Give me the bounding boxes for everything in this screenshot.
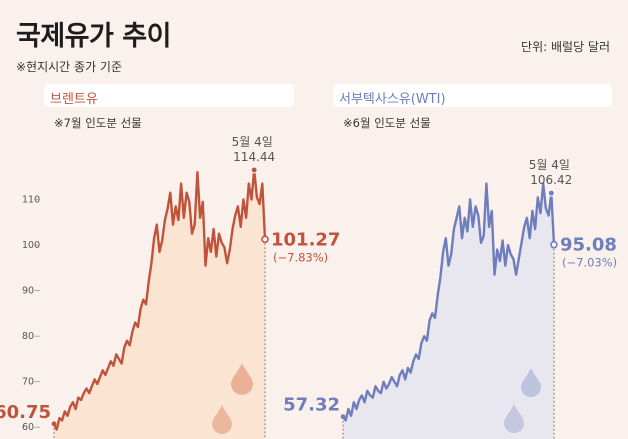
wti-series-header: 서부텍사스유(WTI) — [333, 84, 612, 107]
y-tick-label: 110 — [22, 195, 40, 206]
y-tick-label: 90 — [22, 286, 34, 297]
brent-area — [54, 169, 265, 439]
wti-change-label: (−7.03%) — [562, 256, 617, 270]
brent-series-header: 브렌트유 — [44, 84, 294, 107]
y-tick-label: 70 — [22, 377, 34, 388]
y-tick-label: 100 — [22, 240, 40, 251]
brent-start-value-label: 60.75 — [0, 402, 51, 423]
brent-peak-value-label: 114.44 — [233, 150, 275, 164]
brent-change-label: (−7.83%) — [273, 250, 328, 264]
brent-end-marker — [261, 235, 269, 244]
wti-area — [343, 183, 554, 439]
unit-label: 단위: 배럴당 달러 — [521, 40, 610, 54]
wti-series-name: 서부텍사스유(WTI) — [339, 92, 446, 107]
wti-peak-value-label: 106.42 — [530, 173, 572, 187]
brent-peak-marker — [250, 166, 258, 174]
brent-start-marker — [51, 421, 57, 427]
page-title: 국제유가 추이 — [16, 21, 171, 52]
oil-drop-icon — [521, 368, 541, 397]
brent-series-line — [52, 168, 267, 431]
wti-contract-note: ※6월 인도분 선물 — [343, 116, 431, 130]
oil-drop-icon — [504, 404, 524, 433]
wti-peak-date-label: 5월 4일 — [529, 158, 570, 172]
brent-series-name: 브렌트유 — [50, 92, 98, 107]
wti-series-line — [342, 182, 556, 422]
wti-peak-marker — [547, 189, 555, 197]
brent-end-value-label: 101.27 — [271, 229, 340, 250]
y-tick-label: 80 — [22, 331, 34, 342]
wti-start-marker — [340, 414, 346, 420]
wti-start-value-label: 57.32 — [283, 395, 340, 416]
oil-drop-icon — [231, 363, 253, 395]
brent-contract-note: ※7월 인도분 선물 — [54, 116, 142, 130]
y-tick-label: 60 — [22, 422, 34, 433]
oil-drop-icon — [212, 405, 232, 434]
wti-end-marker — [550, 240, 558, 249]
basis-note: ※현지시간 종가 기준 — [16, 60, 123, 74]
wti-end-value-label: 95.08 — [560, 235, 617, 256]
brent-peak-date-label: 5월 4일 — [232, 135, 273, 149]
